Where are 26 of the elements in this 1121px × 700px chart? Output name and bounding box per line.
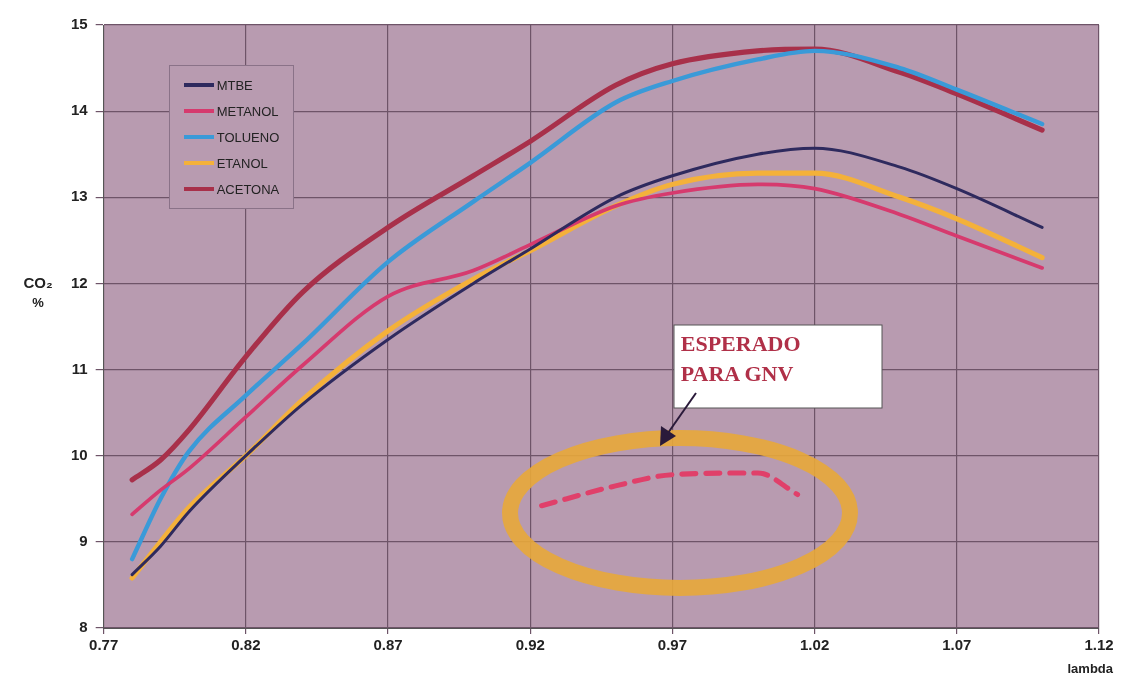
- y-tick-label: 15: [71, 15, 88, 33]
- x-tick-label: 1.12: [1084, 636, 1114, 654]
- x-tick-label: 1.02: [800, 636, 830, 654]
- line-series: [130, 182, 1044, 517]
- legend-label: METANOL: [216, 103, 279, 119]
- annotation: ESPERADO PARA GNV: [679, 329, 802, 388]
- y-tick-label: 9: [79, 532, 88, 549]
- y-tick-label: 11: [71, 359, 88, 377]
- x-tick-label: 0.97: [657, 636, 688, 654]
- legend-label: MTBE: [216, 77, 253, 93]
- line-series: [129, 48, 1045, 562]
- x-tick-label: 0.82: [231, 636, 261, 654]
- x-tick-label: 1.07: [942, 636, 972, 654]
- x-tick-label: 0.77: [89, 636, 119, 654]
- x-axis-title: lambda: [1067, 661, 1114, 676]
- y-tick-label: 14: [71, 101, 89, 119]
- legend-label: TOLUENO: [216, 129, 280, 145]
- x-tick-label: 0.92: [515, 636, 545, 654]
- y-tick-label: 8: [79, 618, 88, 636]
- x-tick-label: 0.87: [373, 636, 403, 654]
- y-tick-label: 13: [71, 187, 88, 205]
- legend-label: ETANOL: [216, 155, 268, 171]
- legend-label: ACETONA: [216, 181, 280, 197]
- y-tick-label: 12: [71, 273, 88, 291]
- y-axis-title: CO₂ %: [23, 274, 53, 311]
- y-tick-label: 10: [71, 445, 88, 463]
